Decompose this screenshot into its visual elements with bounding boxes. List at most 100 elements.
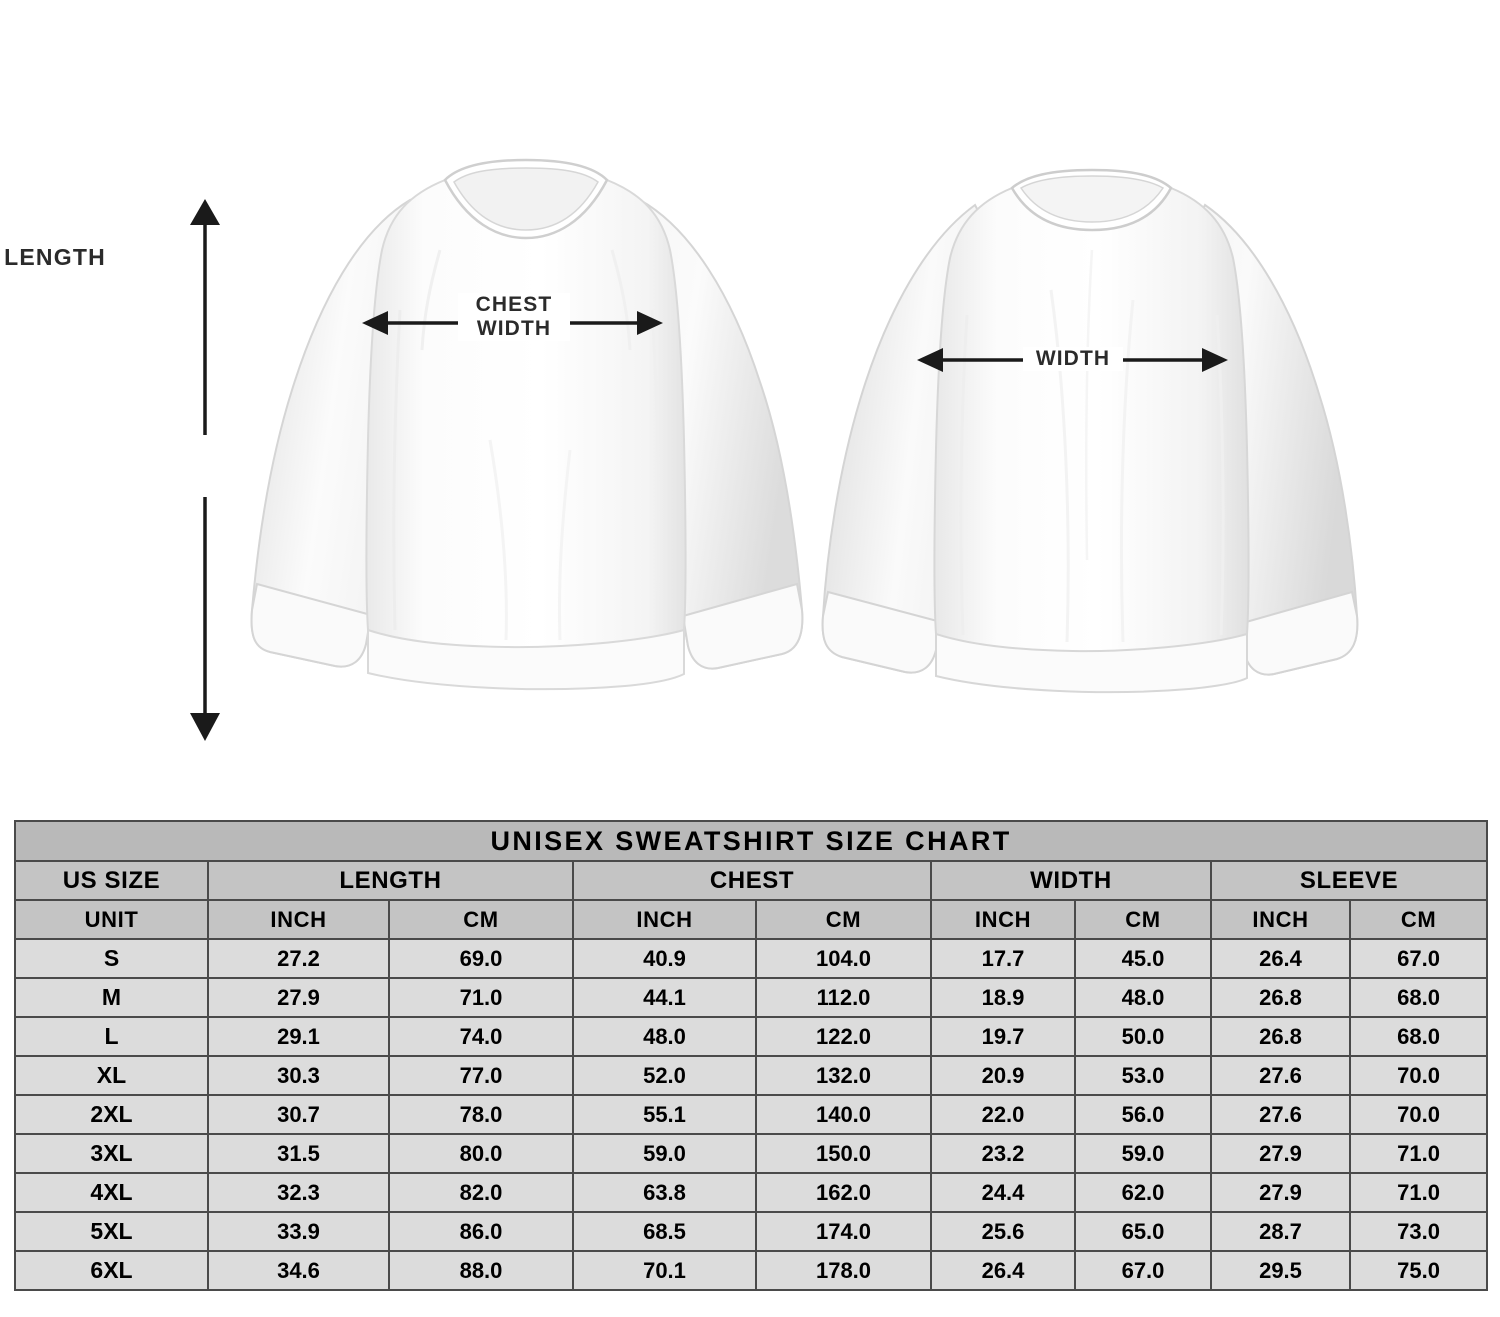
- chest-width-dimension-arrow: CHEST WIDTH: [360, 293, 665, 355]
- cell-width-cm: 59.0: [1074, 1133, 1212, 1174]
- unit-width-cm: CM: [1074, 899, 1212, 940]
- cell-width-cm: 48.0: [1074, 977, 1212, 1018]
- cell-chest-cm: 122.0: [755, 1016, 932, 1057]
- cell-length-cm: 82.0: [388, 1172, 574, 1213]
- table-title-row: UNISEX SWEATSHIRT SIZE CHART: [13, 820, 1489, 862]
- cell-length-inch: 29.1: [207, 1016, 390, 1057]
- size-label: M: [14, 977, 209, 1018]
- cell-chest-inch: 48.0: [572, 1016, 757, 1057]
- cell-width-inch: 18.9: [930, 977, 1076, 1018]
- cell-sleeve-inch: 27.6: [1210, 1055, 1351, 1096]
- cell-length-cm: 77.0: [388, 1055, 574, 1096]
- cell-length-cm: 78.0: [388, 1094, 574, 1135]
- cell-chest-inch: 70.1: [572, 1250, 757, 1291]
- cell-chest-cm: 132.0: [755, 1055, 932, 1096]
- length-label: LENGTH: [0, 243, 110, 271]
- cell-length-inch: 30.7: [207, 1094, 390, 1135]
- table-row: 2XL 30.7 78.0 55.1 140.0 22.0 56.0 27.6 …: [14, 1094, 1489, 1135]
- group-header-width: WIDTH: [930, 860, 1212, 901]
- cell-width-cm: 65.0: [1074, 1211, 1212, 1252]
- unit-sleeve-cm: CM: [1348, 899, 1489, 940]
- cell-chest-cm: 140.0: [755, 1094, 932, 1135]
- table-row: 5XL 33.9 86.0 68.5 174.0 25.6 65.0 28.7 …: [14, 1211, 1489, 1252]
- size-label: S: [14, 938, 209, 979]
- cell-width-inch: 25.6: [930, 1211, 1076, 1252]
- cell-chest-inch: 44.1: [572, 977, 757, 1018]
- unit-width-inch: INCH: [930, 899, 1076, 940]
- unit-row-header: UNIT: [14, 899, 209, 940]
- cell-sleeve-cm: 70.0: [1348, 1094, 1489, 1135]
- cell-width-inch: 23.2: [930, 1133, 1076, 1174]
- cell-sleeve-inch: 26.4: [1210, 938, 1351, 979]
- size-label: 3XL: [14, 1133, 209, 1174]
- cell-width-inch: 17.7: [930, 938, 1076, 979]
- cell-chest-inch: 52.0: [572, 1055, 757, 1096]
- cell-length-cm: 69.0: [388, 938, 574, 979]
- cell-length-inch: 31.5: [207, 1133, 390, 1174]
- cell-chest-inch: 63.8: [572, 1172, 757, 1213]
- cell-chest-cm: 178.0: [755, 1250, 932, 1291]
- cell-width-inch: 20.9: [930, 1055, 1076, 1096]
- cell-chest-inch: 55.1: [572, 1094, 757, 1135]
- size-chart-table: UNISEX SWEATSHIRT SIZE CHART US SIZE LEN…: [13, 820, 1489, 1291]
- table-row: XL 30.3 77.0 52.0 132.0 20.9 53.0 27.6 7…: [14, 1055, 1489, 1096]
- cell-width-cm: 53.0: [1074, 1055, 1212, 1096]
- cell-length-inch: 33.9: [207, 1211, 390, 1252]
- cell-sleeve-inch: 27.9: [1210, 1133, 1351, 1174]
- table-row: 6XL 34.6 88.0 70.1 178.0 26.4 67.0 29.5 …: [14, 1250, 1489, 1291]
- cell-length-cm: 86.0: [388, 1211, 574, 1252]
- cell-chest-cm: 112.0: [755, 977, 932, 1018]
- cell-sleeve-inch: 27.6: [1210, 1094, 1351, 1135]
- length-dimension-arrow: [150, 195, 280, 745]
- cell-sleeve-cm: 71.0: [1348, 1172, 1489, 1213]
- table-row: 4XL 32.3 82.0 63.8 162.0 24.4 62.0 27.9 …: [14, 1172, 1489, 1213]
- cell-length-cm: 88.0: [388, 1250, 574, 1291]
- cell-width-cm: 50.0: [1074, 1016, 1212, 1057]
- cell-width-cm: 45.0: [1074, 938, 1212, 979]
- cell-sleeve-inch: 28.7: [1210, 1211, 1351, 1252]
- cell-length-inch: 27.2: [207, 938, 390, 979]
- width-dimension-arrow: WIDTH: [915, 340, 1230, 380]
- chest-label-line-1: CHEST: [475, 293, 553, 316]
- cell-sleeve-inch: 26.8: [1210, 1016, 1351, 1057]
- cell-chest-inch: 40.9: [572, 938, 757, 979]
- cell-sleeve-cm: 68.0: [1348, 1016, 1489, 1057]
- cell-width-inch: 24.4: [930, 1172, 1076, 1213]
- cell-sleeve-inch: 27.9: [1210, 1172, 1351, 1213]
- unit-sleeve-inch: INCH: [1210, 899, 1351, 940]
- cell-chest-inch: 68.5: [572, 1211, 757, 1252]
- table-group-header-row: US SIZE LENGTH CHEST WIDTH SLEEVE: [14, 860, 1489, 901]
- unit-length-cm: CM: [388, 899, 574, 940]
- cell-width-inch: 19.7: [930, 1016, 1076, 1057]
- size-chart-table-container: UNISEX SWEATSHIRT SIZE CHART US SIZE LEN…: [13, 820, 1489, 1291]
- cell-length-inch: 34.6: [207, 1250, 390, 1291]
- table-row: 3XL 31.5 80.0 59.0 150.0 23.2 59.0 27.9 …: [14, 1133, 1489, 1174]
- cell-sleeve-cm: 73.0: [1348, 1211, 1489, 1252]
- group-header-sleeve: SLEEVE: [1209, 860, 1489, 901]
- size-label: XL: [14, 1055, 209, 1096]
- size-label: 2XL: [14, 1094, 209, 1135]
- cell-length-inch: 30.3: [207, 1055, 390, 1096]
- cell-sleeve-inch: 29.5: [1210, 1250, 1351, 1291]
- cell-sleeve-cm: 70.0: [1348, 1055, 1489, 1096]
- cell-width-cm: 56.0: [1074, 1094, 1212, 1135]
- group-header-length: LENGTH: [207, 860, 574, 901]
- cell-sleeve-cm: 67.0: [1348, 938, 1489, 979]
- cell-sleeve-inch: 26.8: [1210, 977, 1351, 1018]
- table-unit-header-row: UNIT INCH CM INCH CM INCH CM INCH CM: [14, 899, 1489, 940]
- measurement-diagram: LENGTH CHEST WIDTH WIDTH: [0, 110, 1359, 760]
- size-label: 4XL: [14, 1172, 209, 1213]
- chest-label-line-2: WIDTH: [476, 317, 552, 340]
- table-row: S 27.2 69.0 40.9 104.0 17.7 45.0 26.4 67…: [14, 938, 1489, 979]
- front-sweatshirt-illustration: [240, 110, 810, 760]
- us-size-header: US SIZE: [14, 860, 209, 901]
- cell-width-inch: 22.0: [930, 1094, 1076, 1135]
- cell-length-cm: 71.0: [388, 977, 574, 1018]
- size-label: 6XL: [14, 1250, 209, 1291]
- unit-chest-inch: INCH: [572, 899, 757, 940]
- cell-width-cm: 67.0: [1074, 1250, 1212, 1291]
- unit-length-inch: INCH: [207, 899, 390, 940]
- cell-sleeve-cm: 75.0: [1348, 1250, 1489, 1291]
- width-label: WIDTH: [1023, 347, 1123, 371]
- cell-chest-cm: 174.0: [755, 1211, 932, 1252]
